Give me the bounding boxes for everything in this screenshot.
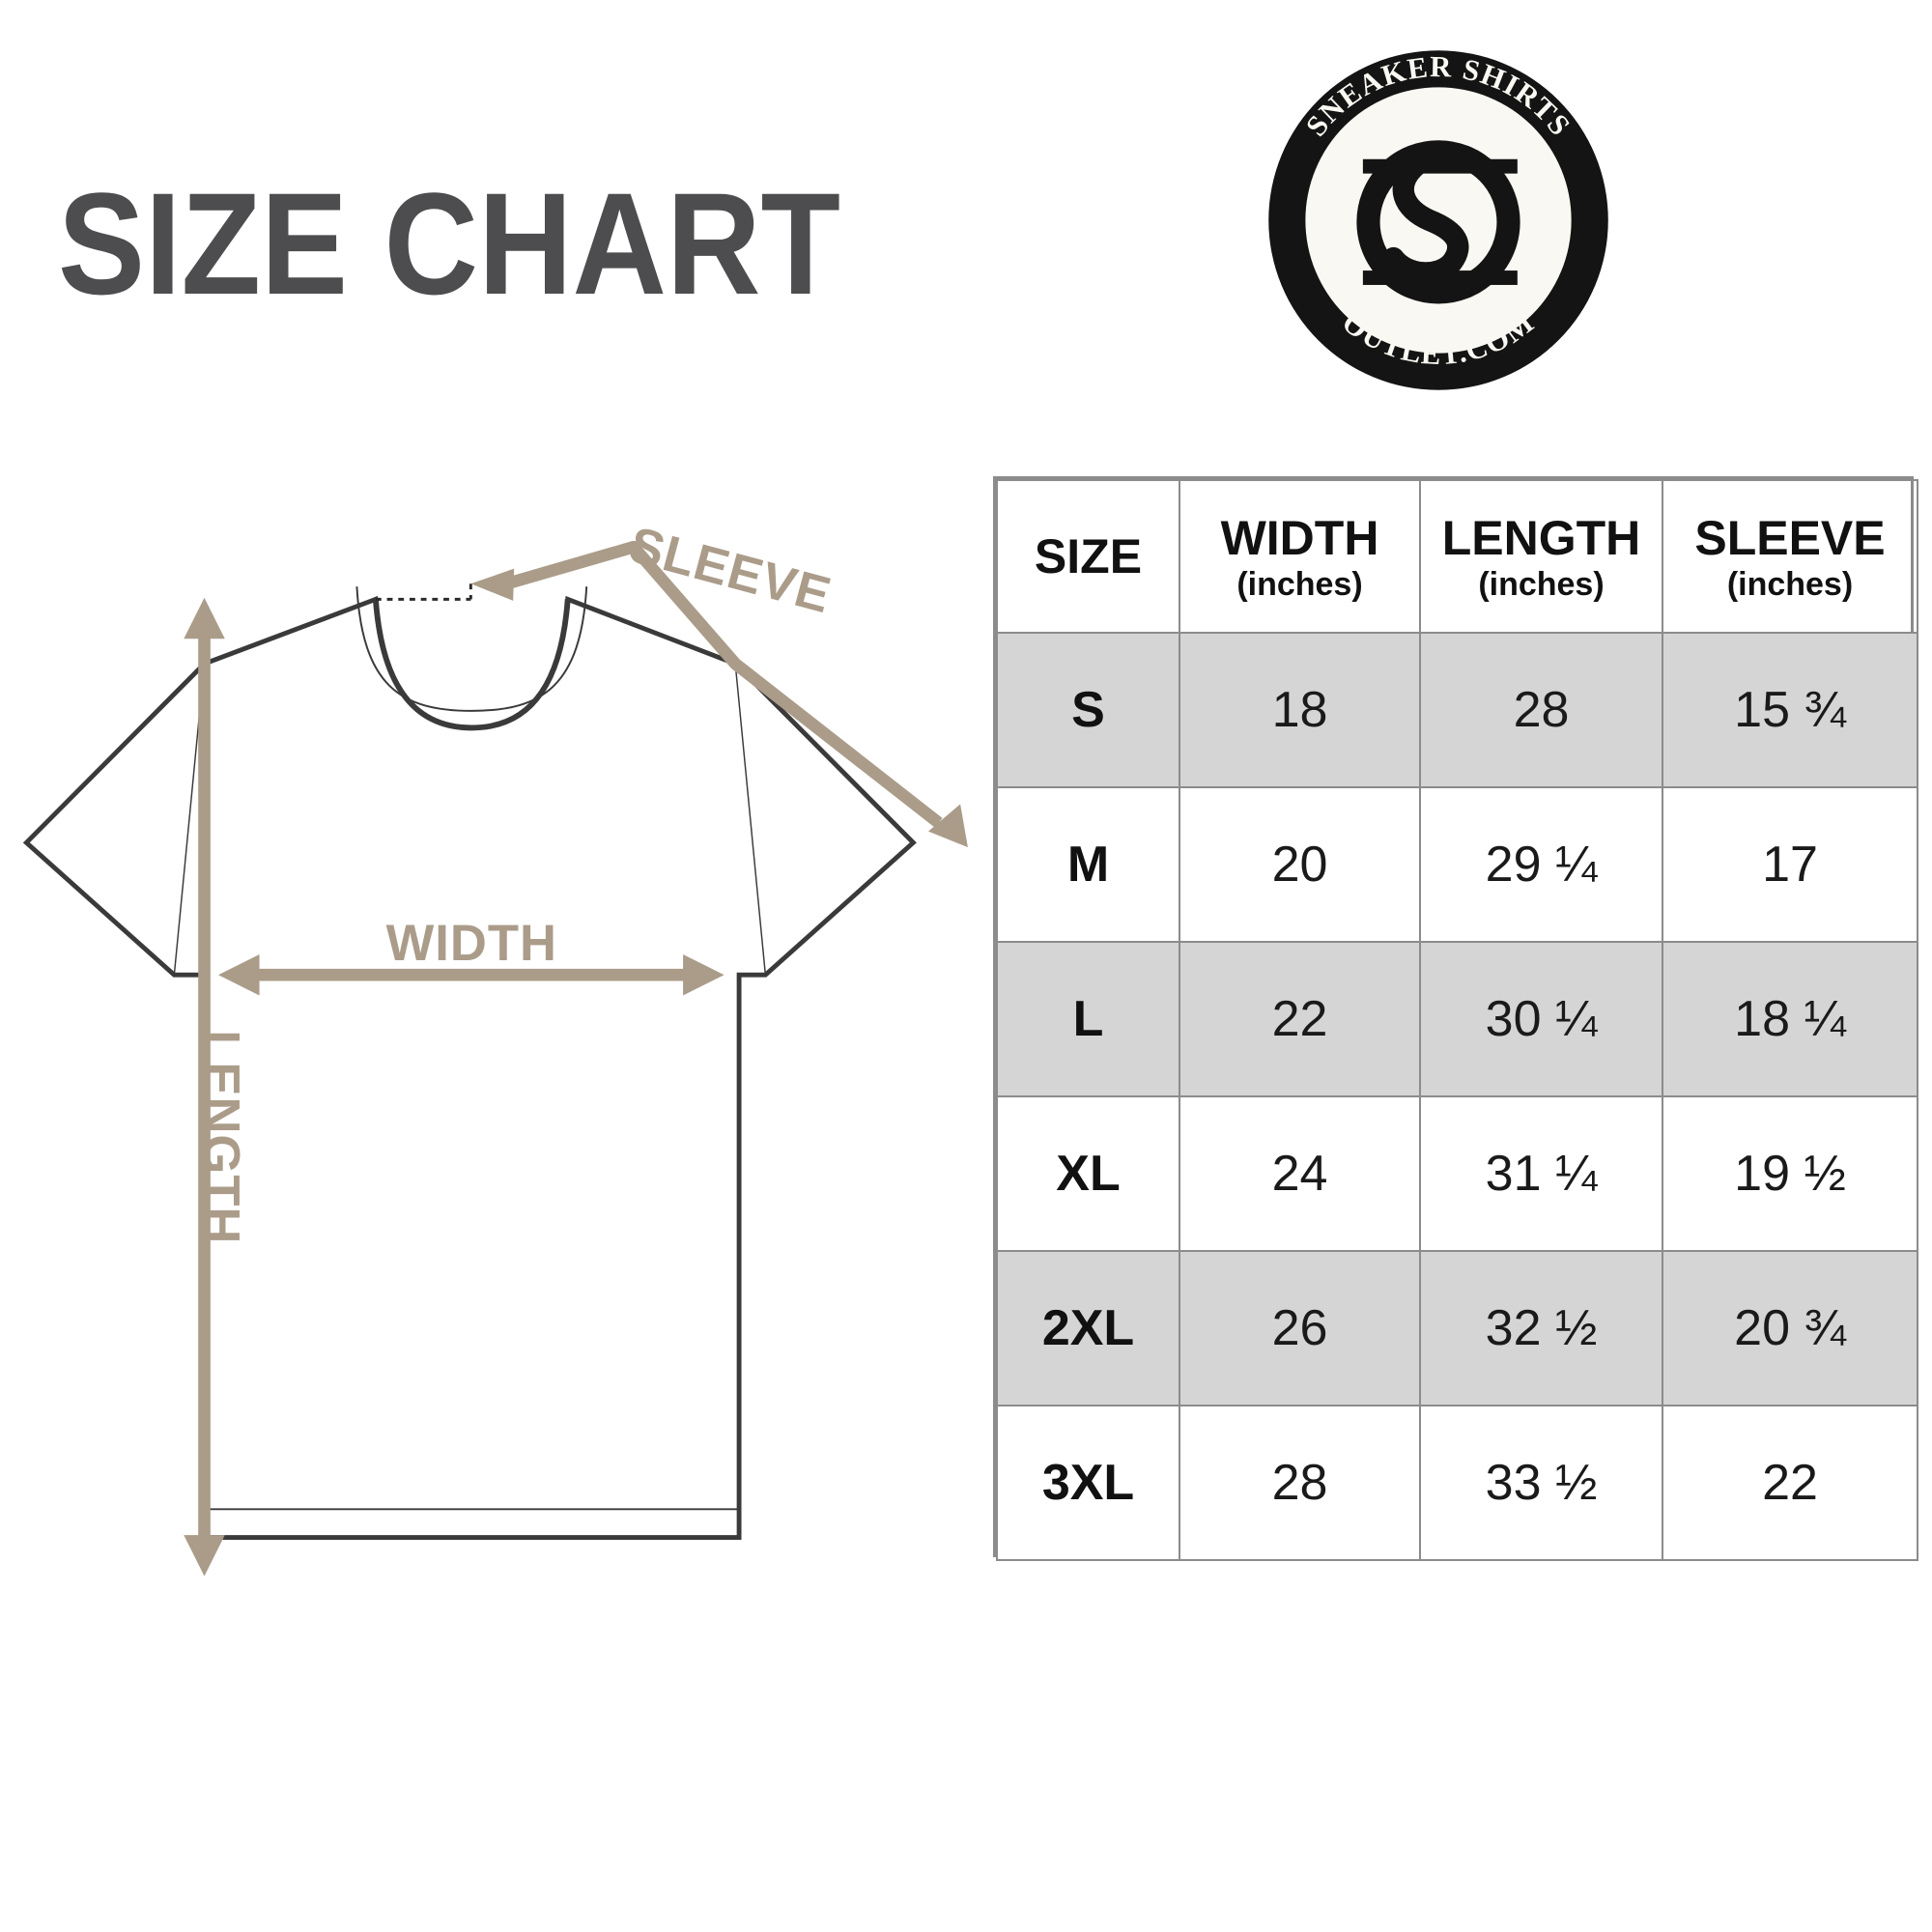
svg-text:WIDTH: WIDTH: [386, 915, 557, 972]
svg-text:SLEEVE: SLEEVE: [623, 516, 837, 624]
svg-text:LENGTH: LENGTH: [193, 1030, 250, 1244]
